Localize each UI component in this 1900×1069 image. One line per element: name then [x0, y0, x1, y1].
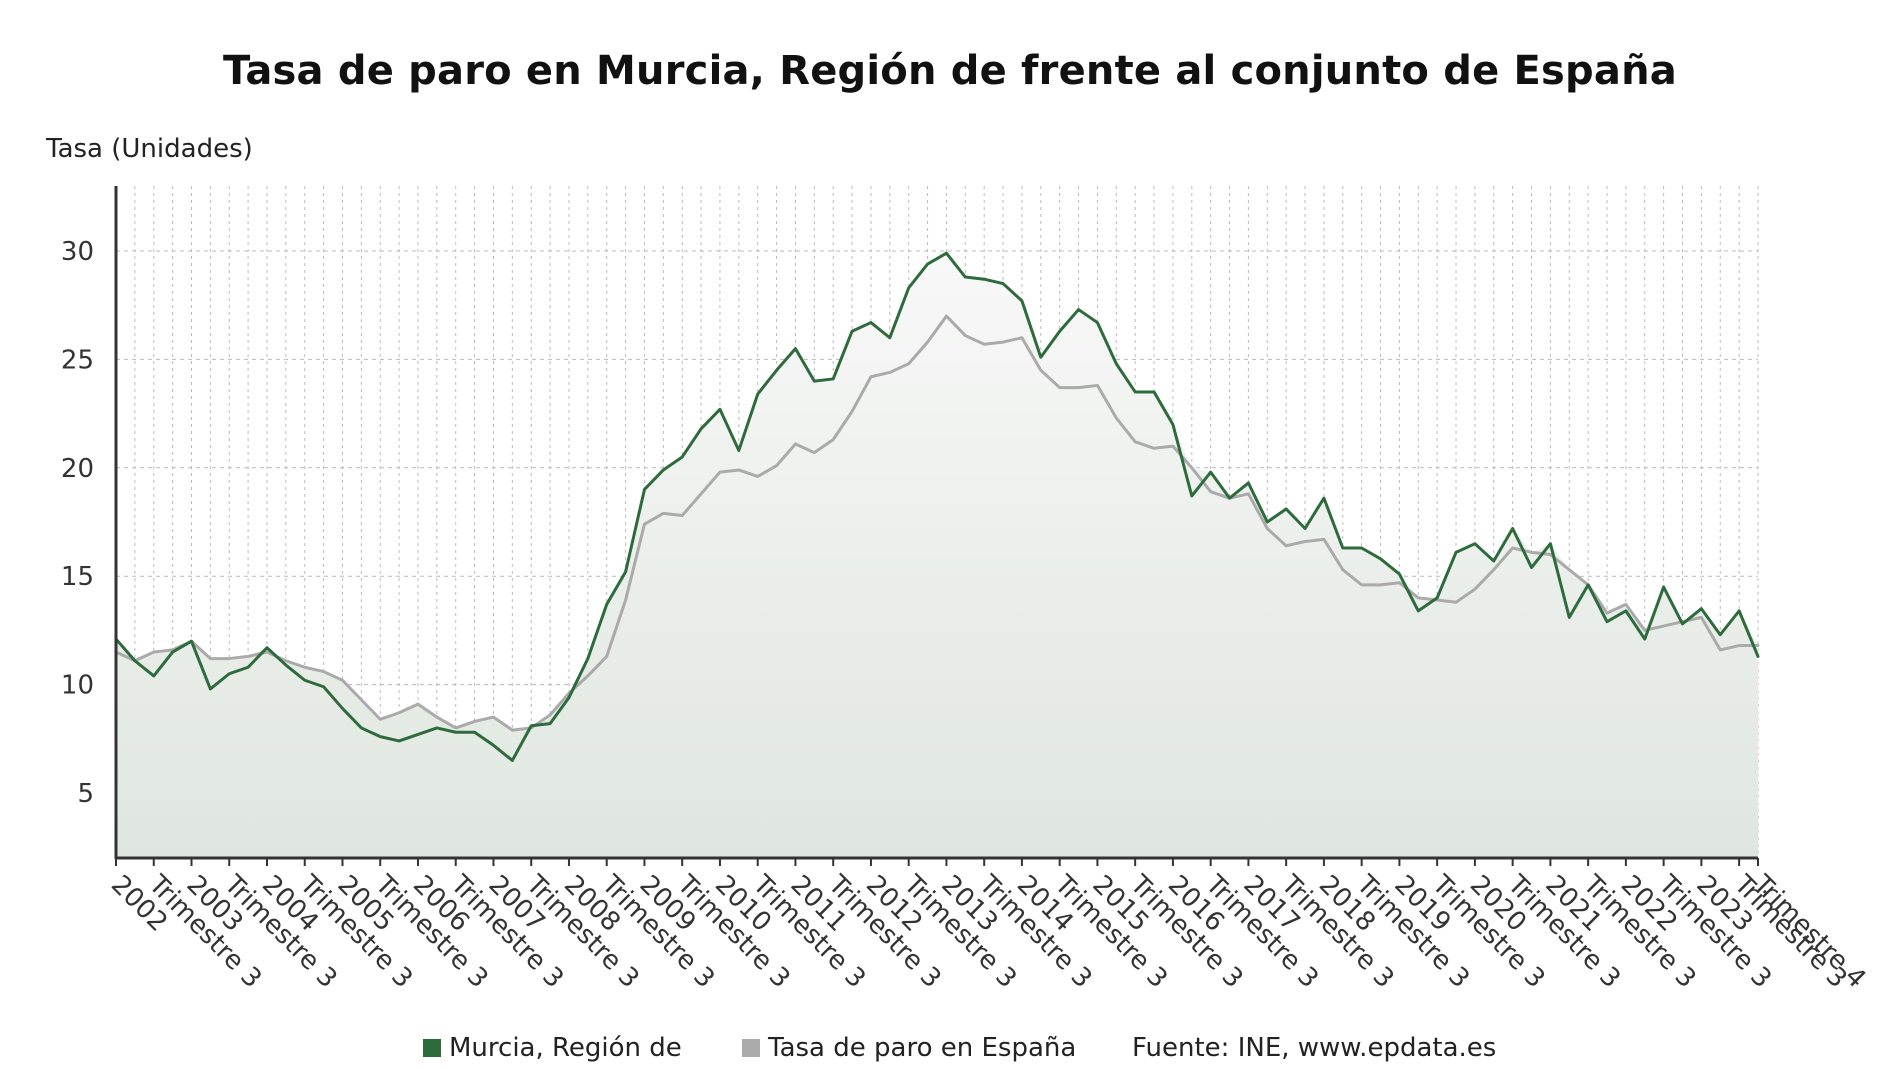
legend-item-murcia: Murcia, Región de [423, 1032, 682, 1064]
area-under-series [116, 253, 1758, 858]
y-axis-label: Tasa (Unidades) [46, 134, 253, 164]
legend-swatch-murcia [423, 1039, 441, 1057]
axes [114, 186, 1759, 866]
legend-item-spain: Tasa de paro en España [742, 1032, 1076, 1064]
y-tick-label: 25 [61, 345, 94, 375]
series-line-murcia [114, 251, 1760, 762]
legend-label-spain: Tasa de paro en España [768, 1033, 1077, 1063]
area-fill [116, 253, 1758, 858]
y-tick-label: 30 [61, 237, 94, 267]
series-line-spain [114, 314, 1760, 732]
y-tick-label: 20 [61, 454, 94, 484]
y-tick-label: 5 [77, 779, 94, 809]
y-tick-label: 10 [61, 671, 94, 701]
legend-source: Fuente: INE, www.epdata.es [1132, 1033, 1497, 1063]
legend-swatch-spain [742, 1039, 760, 1057]
y-tick-labels: 5 10 15 20 25 30 [61, 237, 94, 809]
y-tick-label: 15 [61, 562, 94, 592]
series-lines [114, 251, 1760, 762]
chart-title: Tasa de paro en Murcia, Región de frente… [223, 48, 1677, 94]
legend-label-murcia: Murcia, Región de [449, 1033, 682, 1063]
legend: Murcia, Región de Tasa de paro en España… [0, 1032, 1900, 1068]
